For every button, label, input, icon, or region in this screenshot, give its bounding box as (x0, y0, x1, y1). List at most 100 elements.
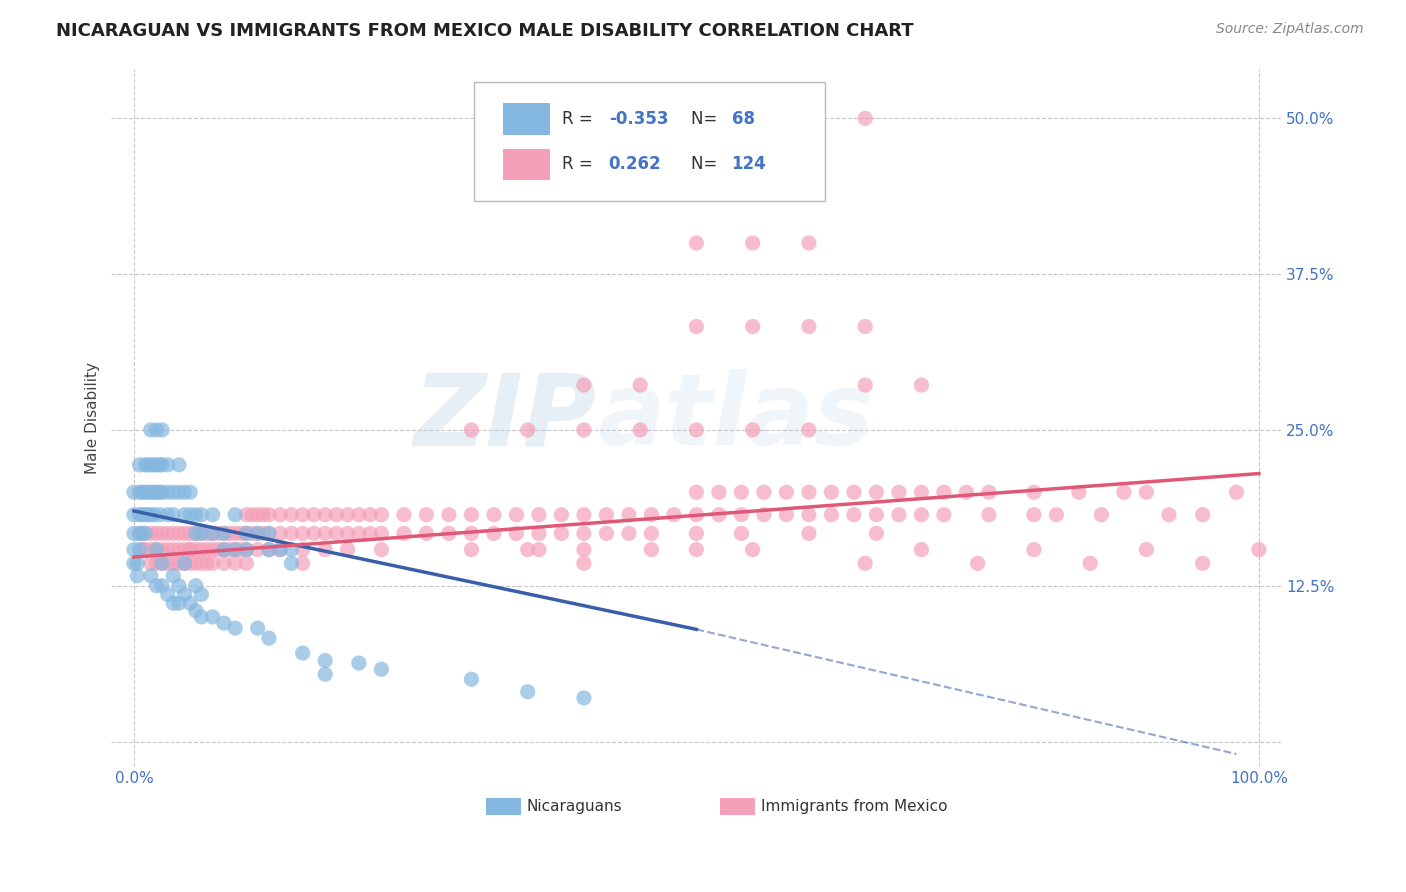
Point (149, 508, 172, 522)
Text: ZIP: ZIP (413, 369, 598, 466)
Point (122, 557, 145, 571)
Point (302, 508, 325, 522)
Point (212, 526, 235, 541)
Point (190, 587, 212, 601)
Point (127, 557, 149, 571)
Point (162, 526, 184, 541)
Point (842, 485, 865, 500)
Point (707, 508, 730, 522)
Point (134, 458, 156, 472)
Point (150, 485, 173, 500)
Point (139, 557, 162, 571)
Point (347, 508, 370, 522)
Point (1112, 485, 1135, 500)
Point (865, 508, 887, 522)
Point (752, 508, 775, 522)
Point (139, 569, 162, 583)
Text: Source: ZipAtlas.com: Source: ZipAtlas.com (1216, 22, 1364, 37)
Point (195, 557, 218, 571)
Point (139, 526, 162, 541)
Point (853, 112, 876, 126)
Point (212, 542, 235, 557)
Text: Immigrants from Mexico: Immigrants from Mexico (761, 799, 948, 814)
Point (291, 646, 314, 660)
Point (1135, 542, 1157, 557)
Point (190, 508, 212, 522)
Point (460, 542, 482, 557)
Point (437, 526, 460, 541)
Point (853, 319, 876, 334)
Point (184, 557, 207, 571)
Point (167, 596, 190, 610)
Point (224, 526, 246, 541)
Point (572, 542, 595, 557)
Point (853, 557, 876, 571)
Point (932, 485, 955, 500)
Point (246, 621, 269, 635)
Text: N=: N= (690, 110, 723, 128)
Point (775, 485, 797, 500)
Point (1135, 485, 1157, 500)
Point (1022, 485, 1045, 500)
Point (932, 508, 955, 522)
Point (685, 319, 707, 334)
Point (640, 508, 662, 522)
Point (685, 235, 707, 250)
Point (842, 508, 865, 522)
Point (955, 485, 977, 500)
Point (162, 508, 184, 522)
Point (139, 423, 162, 437)
Point (269, 526, 291, 541)
Point (145, 485, 167, 500)
Point (235, 557, 257, 571)
Point (730, 508, 752, 522)
Point (257, 542, 280, 557)
Point (240, 508, 263, 522)
Point (139, 458, 162, 472)
Point (865, 485, 887, 500)
Point (269, 508, 291, 522)
Point (246, 526, 269, 541)
Point (865, 526, 887, 541)
Point (173, 542, 195, 557)
Point (224, 557, 246, 571)
Point (314, 542, 336, 557)
Text: R =: R = (562, 155, 598, 173)
Point (128, 526, 150, 541)
Point (1078, 557, 1101, 571)
Point (460, 526, 482, 541)
Point (150, 542, 173, 557)
Point (156, 458, 179, 472)
Point (173, 557, 195, 571)
Point (212, 526, 235, 541)
Point (572, 526, 595, 541)
Point (224, 508, 246, 522)
Point (190, 557, 212, 571)
Point (131, 485, 153, 500)
Point (162, 596, 184, 610)
Point (820, 485, 842, 500)
Point (218, 526, 240, 541)
Point (235, 526, 257, 541)
Point (1090, 508, 1112, 522)
Point (145, 458, 167, 472)
Point (122, 485, 145, 500)
Point (797, 112, 820, 126)
Point (482, 508, 505, 522)
Point (730, 526, 752, 541)
Point (314, 508, 336, 522)
Point (179, 542, 201, 557)
Point (1247, 542, 1270, 557)
Point (359, 526, 381, 541)
Point (190, 610, 212, 624)
Point (167, 458, 190, 472)
Point (128, 458, 150, 472)
Point (167, 579, 190, 593)
Point (156, 587, 179, 601)
Point (150, 526, 173, 541)
Point (595, 508, 617, 522)
Point (977, 485, 1000, 500)
Point (269, 542, 291, 557)
Point (167, 485, 190, 500)
Point (685, 508, 707, 522)
